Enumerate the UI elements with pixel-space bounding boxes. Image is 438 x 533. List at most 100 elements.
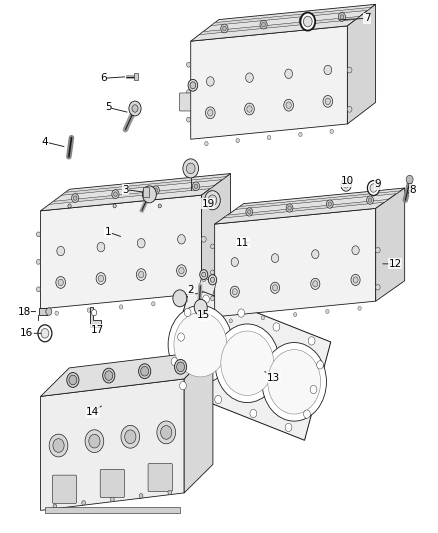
Circle shape [246,73,253,82]
Circle shape [325,98,330,104]
Circle shape [208,274,217,285]
Circle shape [92,310,97,316]
Circle shape [161,425,172,439]
Circle shape [74,196,77,200]
Polygon shape [41,350,213,397]
Text: 1: 1 [105,227,111,237]
Circle shape [152,302,155,306]
Text: 19: 19 [201,199,215,209]
Circle shape [285,69,293,78]
Circle shape [267,135,271,140]
FancyBboxPatch shape [180,93,191,111]
Circle shape [231,257,238,266]
Circle shape [304,410,311,418]
Circle shape [89,434,100,448]
Circle shape [311,278,320,289]
Circle shape [247,210,251,214]
Polygon shape [191,26,347,139]
Circle shape [299,17,306,25]
Circle shape [112,190,119,199]
Polygon shape [41,379,184,511]
Circle shape [179,268,184,274]
Circle shape [36,260,40,264]
Circle shape [272,254,279,263]
Polygon shape [376,188,405,301]
FancyBboxPatch shape [100,469,124,497]
Polygon shape [41,195,201,309]
Circle shape [152,186,159,195]
Circle shape [177,235,185,244]
Circle shape [317,361,324,369]
Polygon shape [198,277,216,295]
Text: 10: 10 [341,176,354,186]
Circle shape [208,195,217,206]
Polygon shape [211,7,372,26]
Circle shape [138,238,145,248]
Text: 2: 2 [187,285,194,295]
Circle shape [188,79,198,91]
Circle shape [154,188,158,192]
Bar [39,309,47,315]
Circle shape [245,103,254,115]
Circle shape [262,343,326,421]
Text: 18: 18 [18,306,31,317]
Circle shape [232,289,237,295]
Circle shape [300,12,315,30]
Circle shape [67,373,79,387]
Text: 16: 16 [20,328,33,338]
Circle shape [139,494,143,498]
Circle shape [358,306,361,310]
Circle shape [229,319,233,323]
Circle shape [284,99,293,111]
Circle shape [132,105,138,112]
Circle shape [221,24,228,33]
Circle shape [326,310,329,313]
Circle shape [273,323,280,331]
Circle shape [246,208,253,216]
Circle shape [250,409,257,418]
Polygon shape [61,176,226,195]
Circle shape [285,423,292,432]
Circle shape [184,298,187,303]
Circle shape [268,350,321,414]
Circle shape [211,244,214,249]
Circle shape [174,359,187,374]
Text: 17: 17 [91,325,104,335]
Circle shape [203,295,209,303]
Circle shape [286,204,293,212]
Circle shape [194,300,207,316]
Circle shape [352,246,359,255]
Circle shape [211,296,214,301]
Circle shape [136,269,146,280]
Circle shape [211,270,214,274]
Circle shape [304,16,312,27]
Text: 6: 6 [100,73,107,83]
Circle shape [184,308,191,317]
Circle shape [330,129,333,134]
Circle shape [119,305,123,309]
Circle shape [343,182,349,188]
Circle shape [313,281,318,287]
Text: 7: 7 [364,13,370,23]
Text: 5: 5 [105,102,111,112]
Circle shape [36,287,40,292]
Circle shape [236,139,240,143]
Circle shape [96,272,106,285]
Circle shape [247,106,252,112]
Circle shape [375,285,380,290]
Circle shape [341,179,351,191]
Circle shape [102,368,115,383]
Circle shape [129,101,141,116]
Circle shape [69,375,77,385]
Circle shape [347,106,352,112]
Circle shape [56,277,66,288]
Circle shape [262,22,265,27]
Bar [45,507,180,513]
Circle shape [174,312,227,377]
Text: 14: 14 [86,407,99,417]
Polygon shape [223,199,389,218]
Circle shape [210,277,215,282]
Circle shape [261,316,265,320]
Circle shape [370,184,377,192]
Circle shape [338,13,346,21]
